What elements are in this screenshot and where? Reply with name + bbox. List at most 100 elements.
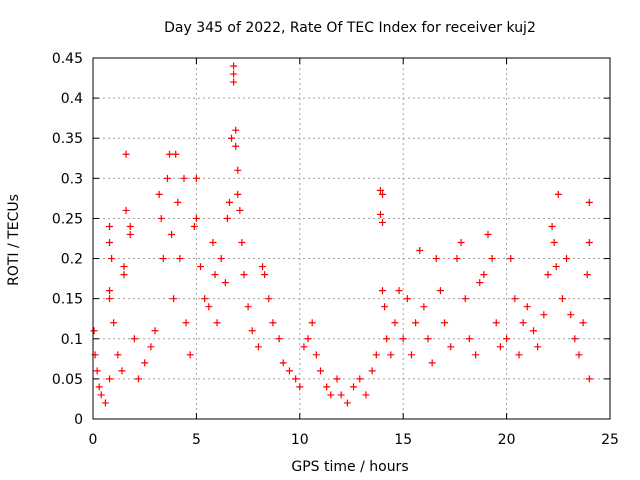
data-point [327, 391, 335, 399]
data-point [356, 375, 364, 383]
y-tick-label: 0.25 [52, 211, 83, 227]
data-point [399, 335, 407, 343]
data-point [383, 335, 391, 343]
data-point [507, 255, 515, 263]
data-point [232, 126, 240, 134]
data-point [540, 311, 548, 319]
data-point [480, 271, 488, 279]
data-point [197, 263, 205, 271]
y-tick-label: 0.45 [52, 51, 83, 67]
data-point [186, 351, 194, 359]
data-point [496, 343, 504, 351]
data-point [558, 295, 566, 303]
data-point [368, 367, 376, 375]
data-point [228, 134, 236, 142]
data-point [312, 351, 320, 359]
data-point [308, 319, 316, 327]
y-tick-label: 0.3 [61, 171, 83, 187]
data-point [97, 391, 105, 399]
data-point [106, 375, 114, 383]
data-point [412, 319, 420, 327]
data-point [134, 375, 142, 383]
x-axis-label: GPS time / hours [291, 459, 408, 475]
data-point [118, 367, 126, 375]
data-point [534, 343, 542, 351]
data-point [147, 343, 155, 351]
data-point [579, 319, 587, 327]
y-tick-label: 0 [74, 412, 83, 428]
data-point [316, 367, 324, 375]
data-point [550, 239, 558, 247]
data-point [120, 271, 128, 279]
data-point [213, 319, 221, 327]
data-point [240, 271, 248, 279]
data-point [225, 198, 233, 206]
data-point [472, 351, 480, 359]
x-tick-label: 0 [89, 432, 98, 448]
data-point [492, 319, 500, 327]
data-point [230, 78, 238, 86]
chart-title: Day 345 of 2022, Rate Of TEC Index for r… [164, 20, 536, 36]
y-tick-label: 0.4 [61, 91, 83, 107]
data-point [180, 174, 188, 182]
data-point [337, 391, 345, 399]
data-point [122, 150, 130, 158]
data-point [575, 351, 583, 359]
data-point [447, 343, 455, 351]
data-point [548, 222, 556, 230]
data-point [583, 271, 591, 279]
data-point [269, 319, 277, 327]
data-point [234, 190, 242, 198]
y-axis-label: ROTI / TECUs [6, 194, 22, 286]
data-point [141, 359, 149, 367]
y-tick-label: 0.2 [61, 252, 83, 268]
data-point [155, 190, 163, 198]
data-point [106, 295, 114, 303]
data-point [90, 327, 98, 335]
data-point [372, 351, 380, 359]
data-point [465, 335, 473, 343]
data-point [292, 375, 300, 383]
data-point [170, 295, 178, 303]
data-point [192, 174, 200, 182]
data-point [176, 255, 184, 263]
data-point [93, 367, 101, 375]
data-point [285, 367, 293, 375]
data-point [428, 359, 436, 367]
x-tick-labels: 0 5 10 15 20 25 [89, 432, 619, 448]
data-point [130, 335, 138, 343]
data-point [304, 335, 312, 343]
data-point [223, 214, 231, 222]
data-point [230, 70, 238, 78]
data-point [333, 375, 341, 383]
data-point [279, 359, 287, 367]
data-point [248, 327, 256, 335]
data-point [114, 351, 122, 359]
data-point [554, 190, 562, 198]
data-point [511, 295, 519, 303]
data-point [182, 319, 190, 327]
y-tick-label: 0.35 [52, 131, 83, 147]
data-point [563, 255, 571, 263]
grid [93, 58, 610, 419]
data-point [362, 391, 370, 399]
data-point [376, 210, 384, 218]
data-point [585, 198, 593, 206]
data-point [395, 287, 403, 295]
data-point [350, 383, 358, 391]
data-point [190, 222, 198, 230]
y-tick-label: 0.15 [52, 292, 83, 308]
data-point [552, 263, 560, 271]
data-point [275, 335, 283, 343]
data-point [484, 230, 492, 238]
y-tick-label: 0.05 [52, 372, 83, 388]
data-point [172, 150, 180, 158]
data-point [461, 295, 469, 303]
data-point [529, 327, 537, 335]
data-point [106, 239, 114, 247]
data-point [166, 150, 174, 158]
data-point [387, 351, 395, 359]
data-point [381, 303, 389, 311]
data-point [457, 239, 465, 247]
